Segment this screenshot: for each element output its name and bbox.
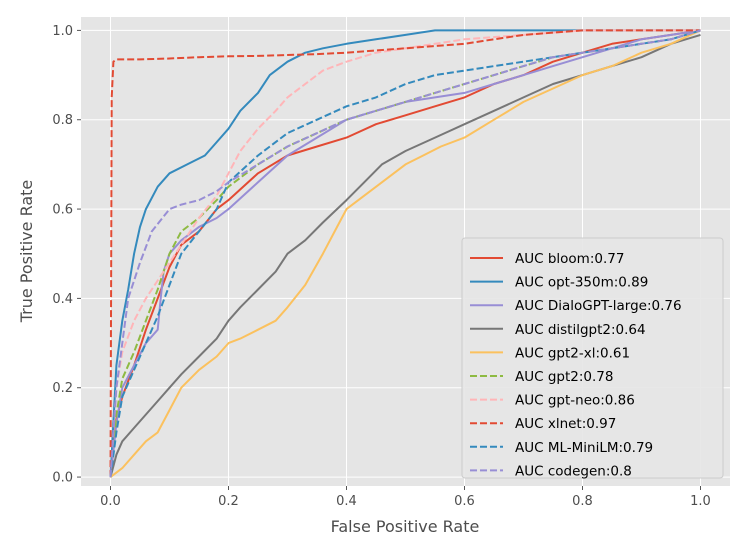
legend-label-5: AUC gpt2-xl:0.61: [515, 345, 630, 361]
series-line-5: [109, 29, 701, 478]
series-line-2: [109, 29, 701, 478]
series-line-1: [109, 29, 701, 478]
series-line-9: [109, 29, 701, 478]
y-tick-label: 0.2: [52, 381, 73, 396]
y-tick-label: 0.4: [52, 292, 73, 307]
axis-ticks: 0.0 0.2 0.4 0.6 0.8 1.0 0.0 0.2 0.4 0.6 0.8 1.0: [52, 24, 711, 509]
series-line-4: [109, 33, 701, 478]
legend-label-3: AUC DialoGPT-large:0.76: [515, 298, 682, 314]
series-line-3: [109, 29, 701, 478]
y-tick-label: 1.0: [52, 24, 73, 39]
grid-lines: [81, 17, 730, 486]
legend-label-8: AUC xlnet:0.97: [515, 416, 616, 432]
legend-label-9: AUC ML-MiniLM:0.79: [515, 440, 653, 456]
x-tick-label: 0.0: [100, 494, 121, 509]
legend-label-6: AUC gpt2:0.78: [515, 369, 613, 385]
legend-label-4: AUC distilgpt2:0.64: [515, 322, 646, 338]
y-tick-label: 0.8: [52, 113, 73, 128]
legend-label-10: AUC codegen:0.8: [515, 463, 632, 479]
legend-label-2: AUC opt-350m:0.89: [515, 275, 648, 291]
x-tick-label: 1.0: [690, 494, 711, 509]
legend-box: [461, 237, 724, 479]
legend-label-7: AUC gpt-neo:0.86: [515, 393, 635, 409]
legend: AUC bloom:0.77 AUC opt-350m:0.89 AUC Dialo…: [461, 237, 724, 479]
x-axis-label: False Positive Rate: [331, 517, 480, 536]
x-tick-label: 0.6: [454, 494, 475, 509]
x-tick-label: 0.4: [336, 494, 357, 509]
x-tick-label: 0.8: [572, 494, 593, 509]
legend-label-1: AUC bloom:0.77: [515, 251, 624, 267]
y-tick-label: 0.6: [52, 203, 73, 218]
x-tick-label: 0.2: [218, 494, 239, 509]
y-axis-label: True Positive Rate: [17, 180, 36, 324]
series-line-10: [109, 29, 701, 478]
series-line-7: [109, 29, 701, 478]
series-lines: [109, 29, 701, 478]
y-tick-label: 0.0: [52, 471, 73, 486]
